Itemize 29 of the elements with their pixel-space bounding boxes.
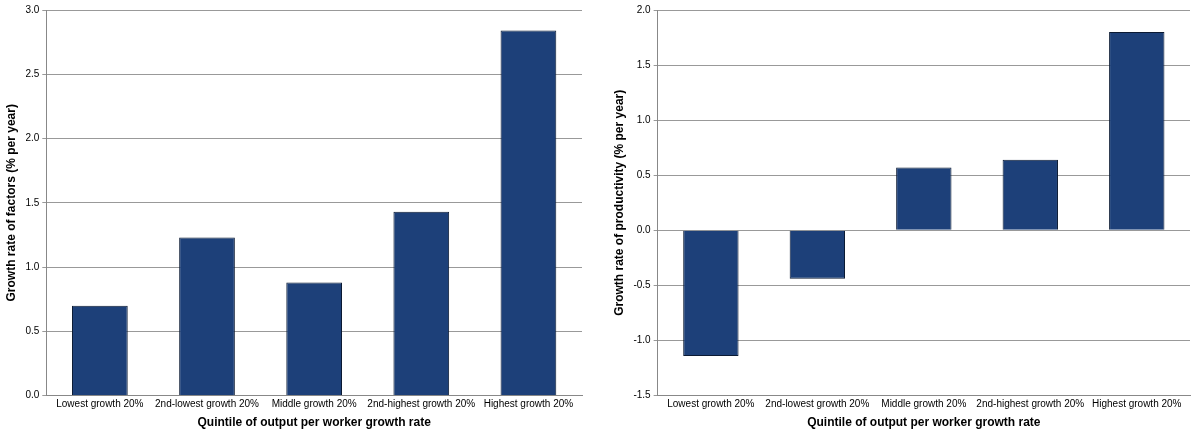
y-tick-label: 1.0 <box>636 113 652 125</box>
y-tick-label: 3.0 <box>25 3 40 15</box>
x-tick-label: 2nd-highest growth 20% <box>367 398 476 410</box>
x-tick-label: Lowest growth 20% <box>56 398 144 410</box>
x-tick-label: Highest growth 20% <box>483 398 574 410</box>
y-tick-label: 0.5 <box>25 325 40 337</box>
y-tick-label: 1.5 <box>25 196 40 208</box>
y-tick-label: 1.5 <box>636 58 652 70</box>
y-tick-label: -0.5 <box>633 279 652 291</box>
x-tick-label: 2nd-highest growth 20% <box>976 398 1085 410</box>
x-tick-label: Highest growth 20% <box>1092 398 1182 410</box>
x-tick-label: 2nd-lowest growth 20% <box>155 398 260 410</box>
y-tick-label: 2.0 <box>25 132 40 144</box>
y-tick-label: 1.0 <box>25 260 40 272</box>
y-tick-label: -1.5 <box>633 389 652 401</box>
y-tick-label: 0.0 <box>636 224 652 236</box>
y-tick-label: 2.5 <box>25 68 40 80</box>
x-tick-label: 2nd-lowest growth 20% <box>765 398 870 410</box>
y-axis-title: Growth rate of productivity (% per year) <box>611 89 626 316</box>
y-tick-label: -1.0 <box>633 334 652 346</box>
x-tick-label: Middle growth 20% <box>881 398 967 410</box>
x-tick-label: Lowest growth 20% <box>667 398 755 410</box>
x-axis-title: Quintile of output per worker growth rate <box>197 415 432 430</box>
x-tick-label: Middle growth 20% <box>271 398 357 410</box>
y-tick-label: 2.0 <box>636 3 652 15</box>
x-axis-title: Quintile of output per worker growth rate <box>807 415 1041 430</box>
y-tick-label: 0.5 <box>636 169 652 181</box>
y-axis-title: Growth rate of factors (% per year) <box>3 104 18 302</box>
y-tick-label: 0.0 <box>25 389 40 401</box>
